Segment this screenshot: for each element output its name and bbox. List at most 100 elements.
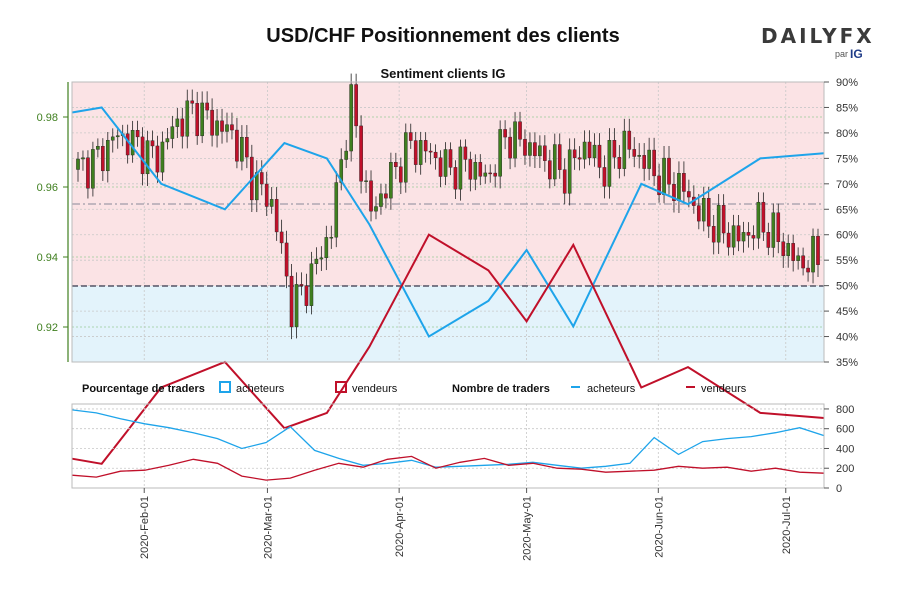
candle-body xyxy=(513,121,517,159)
candle-body xyxy=(597,144,602,168)
date-axis: 2020-Feb-01 2020-Mar-01 2020-Apr-01 2020-Ma… xyxy=(139,488,793,561)
candle-body xyxy=(254,172,259,201)
candle-body xyxy=(438,157,443,177)
candle-body xyxy=(478,162,483,177)
pct-tick-label: 60% xyxy=(836,230,858,242)
candle-body xyxy=(523,139,527,156)
legend-pct-buyers: acheteurs xyxy=(236,383,285,395)
candle-body xyxy=(443,149,448,177)
candle-body xyxy=(220,120,224,132)
candle-body xyxy=(274,199,279,233)
pct-tick-label: 50% xyxy=(836,281,858,293)
candle-body xyxy=(423,140,428,152)
candle-body xyxy=(170,126,175,139)
pct-tick-label: 75% xyxy=(836,153,858,165)
candle-body xyxy=(329,236,334,239)
candle-body xyxy=(552,144,557,180)
candle-body xyxy=(150,140,155,147)
candle-body xyxy=(384,193,388,199)
candle-body xyxy=(657,175,661,195)
candle-body xyxy=(796,255,800,261)
candle-body xyxy=(115,135,120,138)
date-tick-label: 2020-May-01 xyxy=(522,496,534,561)
candle-body xyxy=(399,166,403,183)
candle-body xyxy=(781,241,786,256)
candle-body xyxy=(458,146,463,190)
candle-body xyxy=(701,198,706,222)
candle-body xyxy=(140,136,145,175)
candle-body xyxy=(230,124,234,131)
candle-body xyxy=(498,129,502,177)
candle-body xyxy=(721,205,726,234)
legend-count-sellers: vendeurs xyxy=(701,383,747,395)
candle-body xyxy=(284,242,289,277)
bottom-panel-border xyxy=(71,403,825,489)
candle-body xyxy=(190,100,195,104)
candle-body xyxy=(736,225,741,242)
candle-body xyxy=(697,205,701,222)
candle-body xyxy=(125,133,130,156)
candle-body xyxy=(304,285,309,306)
candle-body xyxy=(324,237,329,259)
candle-body xyxy=(110,136,115,141)
sentiment-subtitle: Sentiment clients IG xyxy=(381,66,506,81)
candle-body xyxy=(493,172,497,177)
candle-body xyxy=(567,149,572,194)
dailyfx-logo: DAILYFX par IG xyxy=(761,24,872,61)
candle-body xyxy=(155,145,160,173)
candle-body xyxy=(483,172,488,177)
candle-body xyxy=(289,275,294,328)
candle-body xyxy=(259,172,264,185)
date-tick-label: 2020-Feb-01 xyxy=(139,496,151,559)
candle-body xyxy=(627,130,632,150)
candle-body xyxy=(528,142,532,156)
candle-body xyxy=(751,235,756,239)
candle-body xyxy=(612,140,617,158)
candle-body xyxy=(592,144,597,159)
candle-body xyxy=(130,130,135,156)
buyers-count-line xyxy=(71,409,825,469)
candle-body xyxy=(379,193,383,207)
candle-body xyxy=(642,155,646,169)
candle-body xyxy=(488,172,493,175)
candle-body xyxy=(508,136,512,159)
candle-body xyxy=(538,145,542,157)
price-axis: 0.92 0.94 0.96 0.98 xyxy=(37,112,68,334)
candle-body xyxy=(364,180,368,182)
count-axis: 0 200 400 600 800 xyxy=(824,404,854,495)
candle-body xyxy=(91,149,95,189)
candle-body xyxy=(245,137,249,158)
candle-body xyxy=(731,225,736,248)
candle-body xyxy=(453,167,458,190)
candle-body xyxy=(766,232,771,248)
candle-body xyxy=(746,232,751,236)
candle-body xyxy=(309,263,314,306)
candle-body xyxy=(314,258,319,264)
legend: Pourcentage de traders acheteurs vendeur… xyxy=(82,381,747,395)
candle-body xyxy=(811,235,815,273)
count-tick-label: 200 xyxy=(836,463,854,475)
candle-body xyxy=(662,157,666,195)
candle-body xyxy=(299,284,304,286)
candle-body xyxy=(135,130,140,138)
candle-body xyxy=(622,130,627,169)
candle-body xyxy=(76,158,80,170)
candle-body xyxy=(652,149,656,177)
candle-body xyxy=(339,159,344,183)
bottom-grid xyxy=(72,404,824,489)
pct-tick-label: 90% xyxy=(836,77,858,89)
legend-pct-title: Pourcentage de traders xyxy=(82,383,205,395)
candle-body xyxy=(448,149,453,168)
candle-body xyxy=(210,109,214,136)
candle-body xyxy=(408,132,413,141)
sellers-count-line xyxy=(71,455,825,481)
candle-body xyxy=(726,232,731,248)
candle-body xyxy=(587,141,592,159)
candle-body xyxy=(215,120,219,136)
date-tick-label: 2020-Apr-01 xyxy=(394,496,406,557)
candle-body xyxy=(607,140,612,187)
candle-body xyxy=(428,150,433,153)
candle-body xyxy=(235,129,239,162)
